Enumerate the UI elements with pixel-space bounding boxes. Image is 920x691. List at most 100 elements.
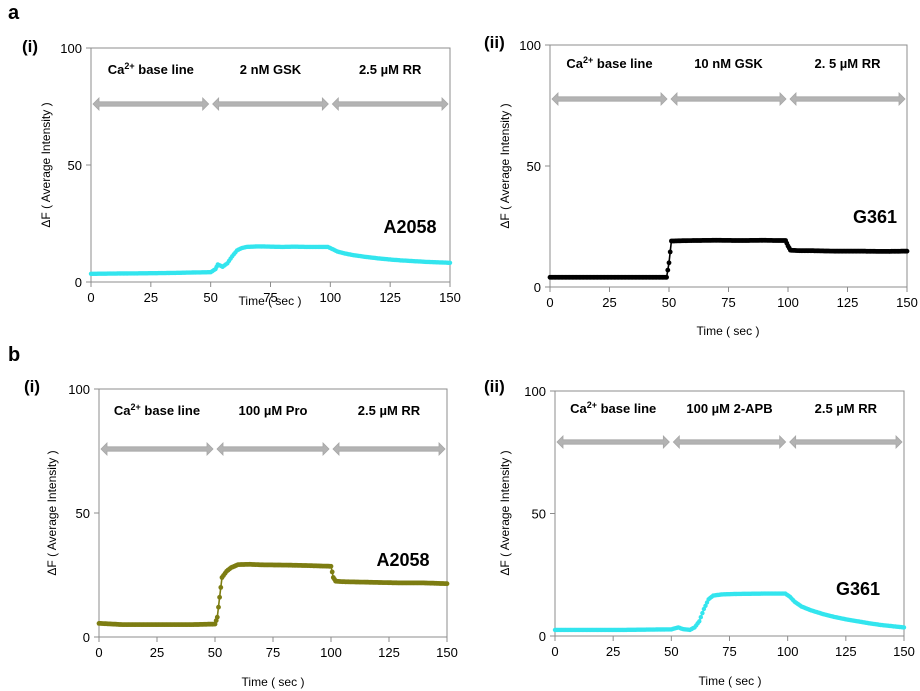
treatment-label: Ca2+ base line: [114, 402, 200, 418]
panel-label: (ii): [484, 377, 505, 396]
y-tick-label: 100: [68, 382, 90, 397]
data-point: [698, 615, 703, 620]
chart-a-i: (i) 0 25 50 75 100 125 150 0 50 100 Time ( sec ) ΔF …: [22, 37, 461, 308]
x-tick-label: 0: [87, 290, 94, 305]
x-tick-label: 25: [150, 645, 164, 660]
data-point: [665, 267, 671, 273]
data-point: [703, 603, 708, 608]
y-tick-label: 50: [527, 159, 541, 174]
treatment-label: 2.5 µM RR: [358, 403, 421, 418]
treatment-arrow: [100, 442, 214, 456]
x-tick-label: 150: [896, 295, 918, 310]
section-label-a: a: [8, 2, 20, 24]
treatment-arrow: [556, 435, 670, 449]
data-point: [447, 260, 453, 265]
y-tick-label: 0: [83, 630, 90, 645]
treatment-label: 100 µM 2-APB: [686, 401, 772, 416]
treatment-label: 100 µM Pro: [239, 403, 308, 418]
x-axis-label: Time ( sec ): [699, 674, 762, 688]
treatment-arrow: [672, 435, 787, 449]
x-tick-label: 125: [379, 290, 401, 305]
treatment-arrow: [789, 435, 903, 449]
series-trace: [547, 237, 910, 280]
y-axis-label: ΔF ( Average Intensity ): [498, 450, 512, 575]
y-tick-label: 100: [524, 384, 546, 399]
y-tick-label: 50: [68, 158, 82, 173]
x-tick-label: 50: [203, 290, 217, 305]
y-tick-label: 0: [534, 280, 541, 295]
chart-a-ii: (ii) 0 25 50 75 100 125 150 0 50 100 Time ( sec ) ΔF…: [484, 33, 918, 338]
x-tick-label: 25: [602, 295, 616, 310]
treatment-label: 2 nM GSK: [240, 62, 302, 77]
treatment-arrow: [331, 97, 449, 111]
series-trace: [88, 244, 453, 276]
y-tick-label: 100: [519, 38, 541, 53]
x-tick-label: 125: [835, 644, 857, 659]
cell-line-label: A2058: [383, 217, 436, 237]
data-point: [216, 604, 221, 610]
treatment-arrow: [92, 97, 210, 111]
y-axis-label: ΔF ( Average Intensity ): [498, 103, 512, 228]
x-tick-label: 25: [144, 290, 158, 305]
panel-label: (ii): [484, 33, 505, 52]
data-point: [217, 594, 223, 600]
panel-label: (i): [22, 37, 38, 56]
treatment-arrow: [551, 92, 668, 106]
x-tick-label: 75: [266, 645, 280, 660]
x-tick-label: 25: [606, 644, 620, 659]
y-tick-label: 50: [532, 507, 546, 522]
treatment-label: 10 nM GSK: [694, 56, 763, 71]
x-tick-label: 100: [777, 295, 799, 310]
chart-b-ii: (ii) 0 25 50 75 100 125 150 0 50 100 Time ( sec ) ΔF…: [484, 377, 915, 688]
data-point: [667, 249, 673, 255]
treatment-arrow: [332, 442, 446, 456]
x-tick-label: 0: [551, 644, 558, 659]
y-axis-label: ΔF ( Average Intensity ): [39, 102, 53, 227]
cell-line-label: G361: [836, 579, 880, 599]
treatment-label: 2. 5 µM RR: [814, 56, 881, 71]
x-tick-label: 150: [893, 644, 915, 659]
x-tick-label: 50: [662, 295, 676, 310]
x-tick-label: 75: [263, 290, 277, 305]
x-tick-label: 75: [722, 644, 736, 659]
cell-line-label: G361: [853, 207, 897, 227]
data-point: [214, 614, 220, 620]
treatment-arrow: [670, 92, 787, 106]
x-tick-label: 150: [439, 290, 461, 305]
series-line: [550, 239, 908, 279]
data-point: [329, 569, 335, 575]
series-line: [555, 592, 905, 631]
series-trace: [552, 591, 907, 633]
cell-line-label: A2058: [376, 550, 429, 570]
x-tick-label: 0: [95, 645, 102, 660]
treatment-label: 2.5 µM RR: [359, 62, 422, 77]
x-tick-label: 0: [546, 295, 553, 310]
treatment-arrow: [789, 92, 906, 106]
y-tick-label: 0: [75, 275, 82, 290]
panel-label: (i): [24, 377, 40, 396]
treatment-arrow: [212, 97, 329, 111]
data-point: [218, 585, 224, 590]
treatment-arrow: [216, 442, 330, 456]
y-tick-label: 50: [76, 506, 90, 521]
series-line: [98, 563, 448, 626]
x-tick-label: 75: [721, 295, 735, 310]
data-point: [444, 581, 450, 587]
data-point: [901, 625, 907, 630]
x-axis-label: Time ( sec ): [242, 675, 305, 689]
y-axis-label: ΔF ( Average Intensity ): [45, 450, 59, 575]
x-axis-label: Time ( sec ): [239, 294, 302, 308]
section-label-b: b: [8, 344, 21, 366]
treatment-label: 2.5 µM RR: [815, 401, 878, 416]
treatment-label: Ca2+ base line: [566, 55, 652, 71]
data-point: [904, 248, 910, 254]
x-tick-label: 100: [777, 644, 799, 659]
data-point: [700, 610, 705, 616]
data-point: [664, 274, 669, 280]
data-point: [697, 619, 702, 624]
plot-frame: [554, 390, 905, 637]
x-tick-label: 100: [320, 645, 342, 660]
x-tick-label: 125: [378, 645, 400, 660]
plot-frame: [98, 388, 448, 638]
